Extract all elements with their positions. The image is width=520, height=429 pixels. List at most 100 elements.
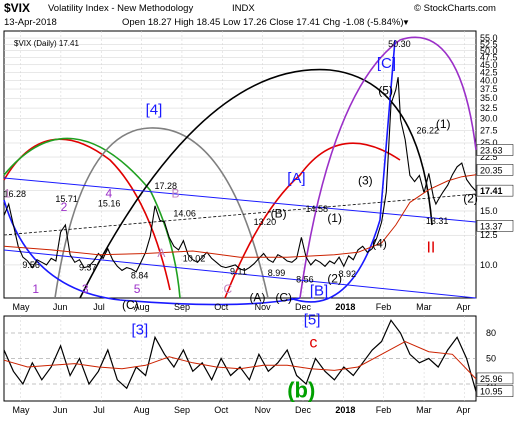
price-x-tick: Oct xyxy=(214,302,229,312)
wave-label: [C] xyxy=(377,55,396,72)
price-point-label: 8.99 xyxy=(268,268,286,278)
rsi-value-box xyxy=(476,385,514,397)
wave-label: (4) xyxy=(372,236,387,250)
wave-label: (2) xyxy=(327,272,342,286)
price-x-tick: Jul xyxy=(93,302,105,312)
price-point-label: 10.02 xyxy=(183,254,206,264)
price-point-label: 8.92 xyxy=(339,269,357,279)
wave-label: 2 xyxy=(61,200,68,214)
rsi-y-tick: 80 xyxy=(486,328,496,338)
price-y-tick: 52.5 xyxy=(480,39,498,49)
wave-label: 1 xyxy=(32,282,39,296)
right-value-box xyxy=(476,144,514,156)
wave-label: (1) xyxy=(436,117,451,131)
price-x-axis: May Jun Jul Aug Sep Oct Nov Dec 2018 Feb Mar Apr xyxy=(13,302,471,312)
price-y-tick: 40.0 xyxy=(480,75,498,85)
right-value-label: 13.37 xyxy=(480,221,503,231)
change-arrow-icon: ▼ xyxy=(402,18,410,27)
rsi-x-tick: Sep xyxy=(174,405,190,415)
price-x-tick: Sep xyxy=(174,302,190,312)
price-point-label: 9.56 xyxy=(22,260,40,270)
price-panel-frame xyxy=(3,30,477,299)
rsi-line xyxy=(3,319,477,392)
price-point-label: 8.84 xyxy=(131,270,149,280)
wave-label: 1 xyxy=(4,186,11,200)
rsi-lines xyxy=(3,319,477,392)
price-point-label: 13.20 xyxy=(254,217,277,227)
price-y-tick: 12.5 xyxy=(480,230,498,240)
rsi-x-tick: 2018 xyxy=(335,405,355,415)
price-y-tick: 42.5 xyxy=(480,67,498,77)
price-point-label: 9.37 xyxy=(79,263,97,273)
rsi-wave-label: (b) xyxy=(287,378,315,403)
price-y-tick: 10.0 xyxy=(480,260,498,270)
price-point-label: 15.16 xyxy=(98,199,121,209)
right-value-box xyxy=(476,184,514,197)
wave-label: (3) xyxy=(358,174,373,188)
price-point-label: 26.22 xyxy=(416,126,439,136)
price-y-tick: 37.5 xyxy=(480,84,498,94)
cycle-arc xyxy=(79,68,433,299)
wave-label: II xyxy=(426,239,435,256)
price-y-tick: 30.0 xyxy=(480,114,498,124)
wave-label: B xyxy=(172,186,180,200)
wave-label: 5 xyxy=(134,282,141,296)
rsi-x-tick: Jun xyxy=(53,405,68,415)
price-point-label: 9.11 xyxy=(230,266,247,276)
wave-annotations: [4] [A] [C] [B] (B) (1) (3) (4) (5) (1) (2) (2) (A) (… xyxy=(4,55,478,305)
rsi-x-tick: Feb xyxy=(376,405,392,415)
trendline-lower xyxy=(3,249,477,299)
wave-label: A xyxy=(157,246,165,260)
cycle-arc xyxy=(299,36,477,299)
rsi-x-tick: Nov xyxy=(255,405,272,415)
rsi-x-tick: Apr xyxy=(456,405,470,415)
price-x-tick: Feb xyxy=(376,302,392,312)
price-y-tick: 27.5 xyxy=(480,125,498,135)
price-x-tick: Mar xyxy=(416,302,432,312)
rsi-value-label: 10.95 xyxy=(480,387,503,397)
rsi-wave-label: [5] xyxy=(304,312,321,329)
price-y-tick: 55.0 xyxy=(480,33,498,43)
price-x-tick: Aug xyxy=(134,302,150,312)
symbol-title: $VIX xyxy=(4,1,30,15)
price-x-tick: May xyxy=(13,302,31,312)
wave-label: [B] xyxy=(310,282,328,299)
trendline-dotted xyxy=(3,193,477,236)
wave-label: (2) xyxy=(463,191,478,205)
rsi-wave-label: c xyxy=(309,334,317,351)
price-panel: 55.052.550.047.545.042.540.037.535.032.5… xyxy=(3,30,514,312)
wave-label: C xyxy=(223,282,232,296)
cycle-arc xyxy=(3,138,171,291)
price-legend: $VIX (Daily) 17.41 xyxy=(14,39,79,48)
right-value-label: 20.35 xyxy=(480,165,503,175)
rsi-x-tick: May xyxy=(13,405,31,415)
wave-label: [4] xyxy=(146,101,163,118)
price-x-tick: Apr xyxy=(456,302,470,312)
rsi-wave-label: (C) xyxy=(122,298,139,312)
price-point-label: 8.56 xyxy=(296,275,314,285)
price-y-tick: 45.0 xyxy=(480,60,498,70)
rsi-value-label: 25.96 xyxy=(480,374,503,384)
vix-price-line xyxy=(3,77,477,273)
price-y-tick: 47.5 xyxy=(480,53,498,63)
price-y-tick: 15.0 xyxy=(480,206,498,216)
right-value-box xyxy=(476,164,514,176)
moving-average-line xyxy=(3,174,477,258)
cycle-arc xyxy=(289,39,396,303)
price-point-label: 50.30 xyxy=(388,39,411,49)
rsi-right-labels: 25.96 10.95 xyxy=(476,372,514,397)
price-y-tick: 50.0 xyxy=(480,46,498,56)
price-x-tick: 2018 xyxy=(335,302,355,312)
price-lines xyxy=(3,77,477,273)
price-x-tick: Dec xyxy=(295,302,312,312)
right-value-box xyxy=(476,220,514,232)
price-x-tick: Nov xyxy=(255,302,272,312)
rsi-x-axis: May Jun Jul Aug Sep Oct Nov Dec 2018 Feb Mar Apr xyxy=(13,405,471,415)
rsi-x-tick: Aug xyxy=(134,405,150,415)
price-point-label: 15.71 xyxy=(55,194,78,204)
rsi-y-tick: 50 xyxy=(486,354,496,364)
rsi-x-tick: Dec xyxy=(295,405,312,415)
